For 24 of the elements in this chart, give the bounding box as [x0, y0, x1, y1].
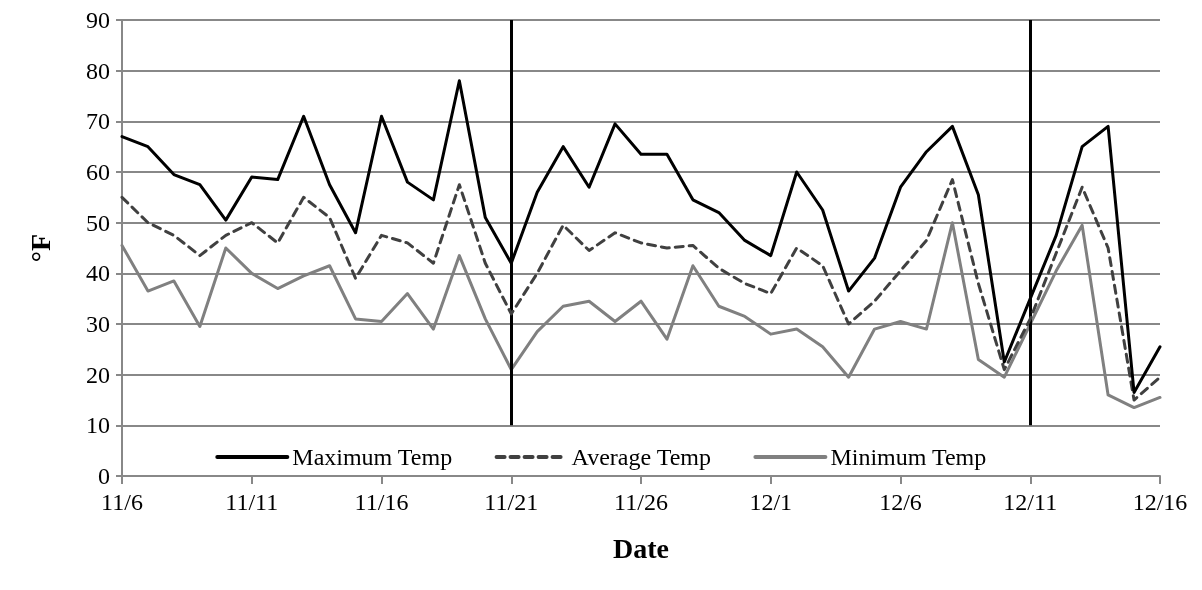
legend-label: Maximum Temp [292, 444, 453, 470]
x-tick-label: 11/26 [614, 489, 668, 515]
y-tick-label: 50 [86, 209, 110, 236]
y-tick-label: 30 [86, 311, 110, 337]
y-tick-label: 40 [86, 260, 110, 287]
x-tick-label: 12/16 [1132, 489, 1188, 515]
x-tick-label: 12/6 [879, 489, 922, 515]
y-tick-label: 0 [98, 463, 110, 489]
x-tick-label: 11/6 [101, 489, 143, 515]
x-tick-label: 11/16 [354, 489, 409, 515]
y-tick-label: 20 [86, 361, 110, 388]
legend-label: Minimum Temp [830, 444, 987, 470]
y-tick-label: 10 [86, 412, 110, 439]
y-axis-title: °F [24, 233, 56, 263]
y-tick-label: 60 [86, 159, 110, 185]
x-tick-label: 11/11 [225, 489, 279, 515]
y-tick-label: 70 [86, 108, 110, 135]
x-tick-label: 12/1 [749, 489, 793, 515]
y-tick-label: 80 [86, 57, 110, 84]
x-axis-title: Date [613, 532, 669, 564]
legend-label: Average Temp [571, 444, 711, 470]
y-tick-label: 90 [86, 7, 110, 33]
x-tick-label: 11/21 [484, 489, 539, 515]
x-tick-label: 12/11 [1003, 489, 1058, 515]
